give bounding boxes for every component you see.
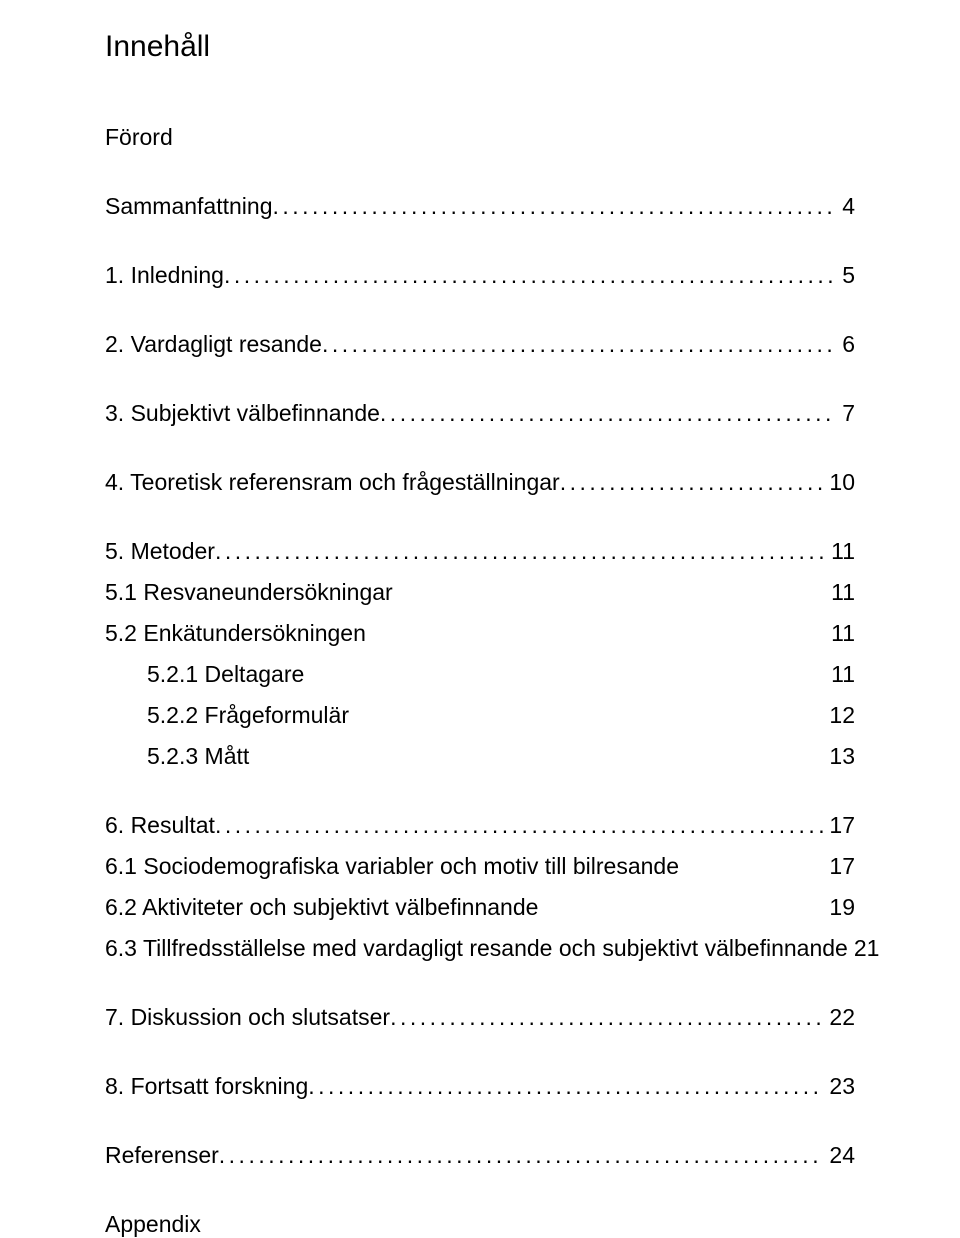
toc-page: 22 xyxy=(823,1004,855,1031)
toc-appendix: Appendix xyxy=(105,1211,855,1238)
toc-leader: ........................................… xyxy=(308,1073,823,1100)
toc-leader: ........................................… xyxy=(272,193,836,220)
toc-leader: ........................................… xyxy=(322,331,836,358)
toc-page: 5 xyxy=(836,262,855,289)
toc-label: 4. Teoretisk referensram och frågeställn… xyxy=(105,469,560,496)
toc-entry-5-2-2: 5.2.2 Frågeformulär . 12 xyxy=(105,702,855,729)
toc-label: 6.3 Tillfredsställelse med vardagligt re… xyxy=(105,935,848,962)
toc-entry-2: 2. Vardagligt resande ..................… xyxy=(105,331,855,358)
toc-leader: ........................................… xyxy=(560,469,824,496)
toc-label: 8. Fortsatt forskning xyxy=(105,1073,308,1100)
toc-page: 19 xyxy=(823,894,855,921)
toc-label: Referenser xyxy=(105,1142,219,1169)
toc-leader: ........................................… xyxy=(215,538,825,565)
toc-entry-summary: Sammanfattning .........................… xyxy=(105,193,855,220)
toc-leader: ........................................… xyxy=(215,812,823,839)
toc-label: 7. Diskussion och slutsatser xyxy=(105,1004,390,1031)
toc-page: 11 xyxy=(825,538,855,565)
toc-label: 5.2 Enkätundersökningen xyxy=(105,620,366,647)
toc-entry-6-2: 6.2 Aktiviteter och subjektivt välbefinn… xyxy=(105,894,855,921)
toc-label: 1. Inledning xyxy=(105,262,224,289)
toc-entry-5-2: 5.2 Enkätundersökningen . 11 xyxy=(105,620,855,647)
toc-page: 11 xyxy=(825,579,855,606)
toc-page: 4 xyxy=(836,193,855,220)
toc-label: Sammanfattning xyxy=(105,193,272,220)
toc-page: 24 xyxy=(823,1142,855,1169)
toc-page: 6 xyxy=(836,331,855,358)
toc-label: 5.2.3 Mått xyxy=(147,743,249,770)
toc-entry-6-1: 6.1 Sociodemografiska variabler och moti… xyxy=(105,853,855,880)
spacer xyxy=(105,976,855,1004)
toc-label: 5.2.2 Frågeformulär xyxy=(147,702,349,729)
toc-entry-5-2-3: 5.2.3 Mått . 13 xyxy=(105,743,855,770)
toc-entry-5-2-1: 5.2.1 Deltagare . 11 xyxy=(105,661,855,688)
toc-label: 5.2.1 Deltagare xyxy=(147,661,304,688)
toc-label: 5.1 Resvaneundersökningar xyxy=(105,579,393,606)
toc-entry-6-3: 6.3 Tillfredsställelse med vardagligt re… xyxy=(105,935,855,962)
toc-label: 5. Metoder xyxy=(105,538,215,565)
toc-leader: ........................................… xyxy=(224,262,836,289)
toc-page: 12 xyxy=(823,702,855,729)
toc-label: 6.1 Sociodemografiska variabler och moti… xyxy=(105,853,679,880)
page-title: Innehåll xyxy=(105,30,855,64)
toc-foreword: Förord xyxy=(105,124,855,151)
toc-label: 6. Resultat xyxy=(105,812,215,839)
toc-label: 6.2 Aktiviteter och subjektivt välbefinn… xyxy=(105,894,538,921)
toc-label: 3. Subjektivt välbefinnande xyxy=(105,400,380,427)
spacer xyxy=(105,784,855,812)
toc-page: 21 xyxy=(848,935,880,962)
toc-entry-4: 4. Teoretisk referensram och frågeställn… xyxy=(105,469,855,496)
toc-leader: ........................................… xyxy=(380,400,836,427)
toc-page: 10 xyxy=(823,469,855,496)
toc-page: 11 xyxy=(825,620,855,647)
toc-page: 7 xyxy=(836,400,855,427)
toc-entry-refs: Referenser .............................… xyxy=(105,1142,855,1169)
toc-entry-3: 3. Subjektivt välbefinnande ............… xyxy=(105,400,855,427)
toc-entry-7: 7. Diskussion och slutsatser ...........… xyxy=(105,1004,855,1031)
page: Innehåll Förord Sammanfattning .........… xyxy=(0,0,960,1223)
toc-entry-5-1: 5.1 Resvaneundersökningar . 11 xyxy=(105,579,855,606)
toc-page: 23 xyxy=(823,1073,855,1100)
toc-page: 17 xyxy=(823,853,855,880)
toc-entry-6: 6. Resultat ............................… xyxy=(105,812,855,839)
toc-entry-5: 5. Metoder .............................… xyxy=(105,538,855,565)
toc-entry-1: 1. Inledning ...........................… xyxy=(105,262,855,289)
toc-entry-8: 8. Fortsatt forskning ..................… xyxy=(105,1073,855,1100)
toc-page: 13 xyxy=(823,743,855,770)
toc-page: 17 xyxy=(823,812,855,839)
toc-page: 11 xyxy=(825,661,855,688)
toc-leader: ........................................… xyxy=(390,1004,823,1031)
toc-leader: ........................................… xyxy=(219,1142,824,1169)
toc-label: 2. Vardagligt resande xyxy=(105,331,322,358)
